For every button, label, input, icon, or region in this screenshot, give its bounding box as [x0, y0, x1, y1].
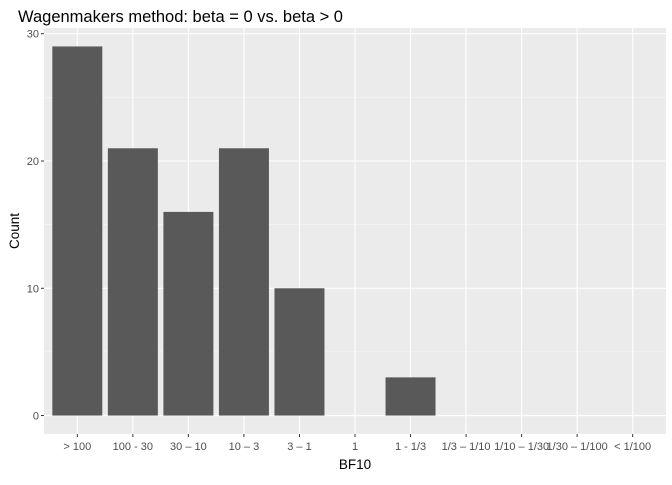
y-tick-label: 30: [27, 29, 39, 41]
y-tick-label: 0: [33, 411, 39, 423]
bar: [385, 377, 436, 416]
y-tick-label: 20: [27, 156, 39, 168]
x-tick-label: > 100: [63, 441, 91, 453]
chart-title: Wagenmakers method: beta = 0 vs. beta > …: [18, 8, 343, 26]
x-tick-label: 1/30 – 1/100: [547, 441, 608, 453]
y-axis-title: Count: [7, 213, 22, 249]
bar: [163, 211, 214, 416]
x-tick-label: 1 - 1/3: [395, 441, 426, 453]
bar: [107, 148, 158, 416]
bars: [52, 46, 436, 416]
bar: [52, 46, 103, 416]
bar: [274, 288, 325, 416]
x-tick-label: 1/3 – 1/10: [442, 441, 491, 453]
x-tick-label: 30 – 10: [170, 441, 207, 453]
x-axis-title: BF10: [339, 457, 371, 472]
x-axis: > 100 100 - 30 30 – 10 10 – 3 3 – 1 1 1 - 1/3 1…: [63, 434, 651, 453]
x-tick-label: 1: [352, 441, 358, 453]
x-tick-label: 10 – 3: [229, 441, 260, 453]
y-axis: 0 10 20 30: [27, 29, 44, 423]
bar: [218, 148, 269, 416]
y-tick-label: 10: [27, 283, 39, 295]
x-tick-label: 100 - 30: [113, 441, 153, 453]
x-tick-label: 1/10 – 1/30: [494, 441, 549, 453]
x-tick-label: < 1/100: [614, 441, 651, 453]
x-tick-label: 3 – 1: [287, 441, 311, 453]
